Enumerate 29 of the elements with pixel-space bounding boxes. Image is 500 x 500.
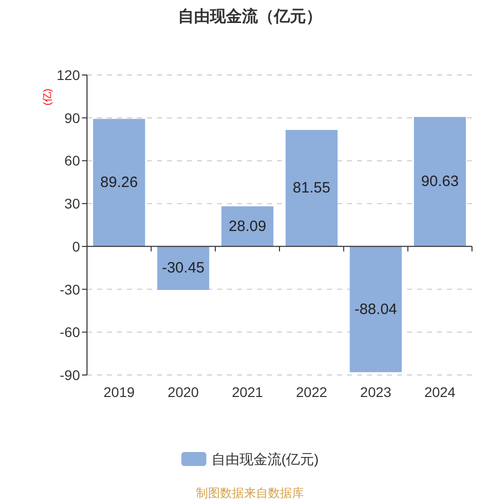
x-tick-label: 2022	[296, 384, 328, 400]
y-tick-label: 90	[64, 110, 80, 126]
y-tick-label: -90	[60, 367, 80, 383]
x-tick-label: 2020	[168, 384, 200, 400]
data-label: 90.63	[421, 173, 459, 190]
bar	[414, 116, 466, 246]
y-tick-label: -30	[60, 281, 80, 298]
bar	[286, 130, 338, 246]
legend-label: 自由现金流(亿元)	[211, 451, 319, 467]
x-tick-label: 2023	[360, 384, 392, 400]
bar	[157, 246, 210, 290]
y-tick-label: -60	[60, 324, 80, 340]
chart-title: 自由现金流（亿元）	[178, 6, 322, 26]
y-tick-label: 0	[72, 238, 80, 254]
x-tick-label: 2019	[104, 384, 135, 400]
data-label: 81.55	[292, 180, 330, 197]
bar	[93, 118, 146, 246]
y-axis-title: (亿)	[42, 88, 54, 106]
y-tick-label: 30	[64, 196, 80, 212]
data-label: -30.45	[162, 260, 205, 277]
x-tick-label: 2021	[232, 384, 264, 400]
data-label: -88.04	[354, 300, 398, 318]
bar	[350, 246, 402, 372]
text: 制图数据来自数据库	[196, 486, 304, 500]
x-tick-label: 2024	[424, 384, 456, 400]
y-tick-label: 120	[56, 67, 80, 83]
y-tick-label: 60	[64, 152, 80, 169]
data-label: 89.26	[100, 174, 138, 192]
data-label: 28.09	[228, 218, 266, 235]
